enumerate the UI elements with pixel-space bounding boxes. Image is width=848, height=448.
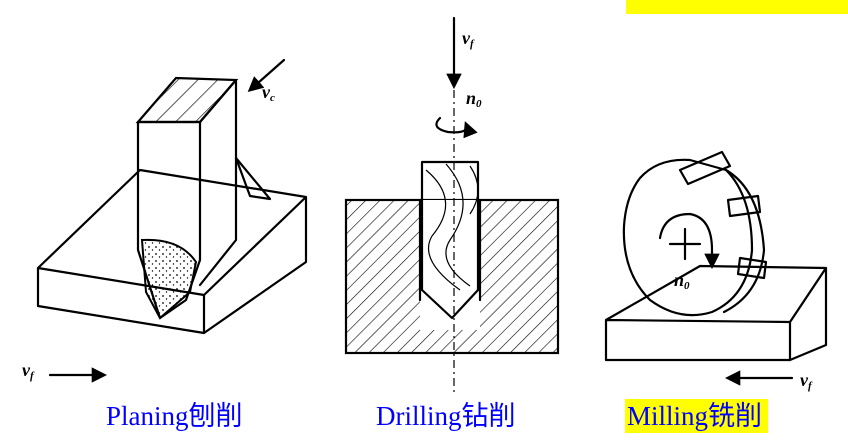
planing-diagram: vc vf [22, 58, 308, 383]
milling-workpiece [604, 264, 828, 362]
planing-vc-label: vc [262, 82, 275, 104]
drilling-n0-label: n0 [466, 88, 482, 110]
planing-tool-top [135, 76, 239, 124]
caption-milling: Milling铣削 [625, 399, 769, 433]
milling-tooth [678, 150, 732, 186]
milling-vf-label: vf [800, 370, 813, 392]
drilling-vf-label: vf [462, 28, 475, 50]
milling-tooth [726, 194, 762, 218]
drilling-rotation-arrow [435, 116, 478, 139]
planing-vf-label: vf [22, 360, 35, 382]
top-highlight-box [626, 0, 848, 14]
planing-workpiece [36, 168, 308, 335]
drilling-bit [420, 160, 480, 320]
machining-diagram: vc vf vf n0 [22, 16, 828, 395]
caption-drilling: Drilling钻削 [376, 401, 516, 431]
planing-chip [140, 238, 198, 320]
milling-diagram: n0 vf [604, 150, 828, 392]
drilling-diagram: vf n0 [344, 16, 560, 395]
caption-planing: Planing刨削 [106, 401, 243, 431]
milling-n0-label: n0 [674, 270, 690, 292]
planing-shoulder [234, 156, 272, 201]
milling-tooth [736, 256, 768, 280]
milling-rotation-arrow [658, 212, 720, 270]
planing-vc-arrow [247, 58, 286, 93]
